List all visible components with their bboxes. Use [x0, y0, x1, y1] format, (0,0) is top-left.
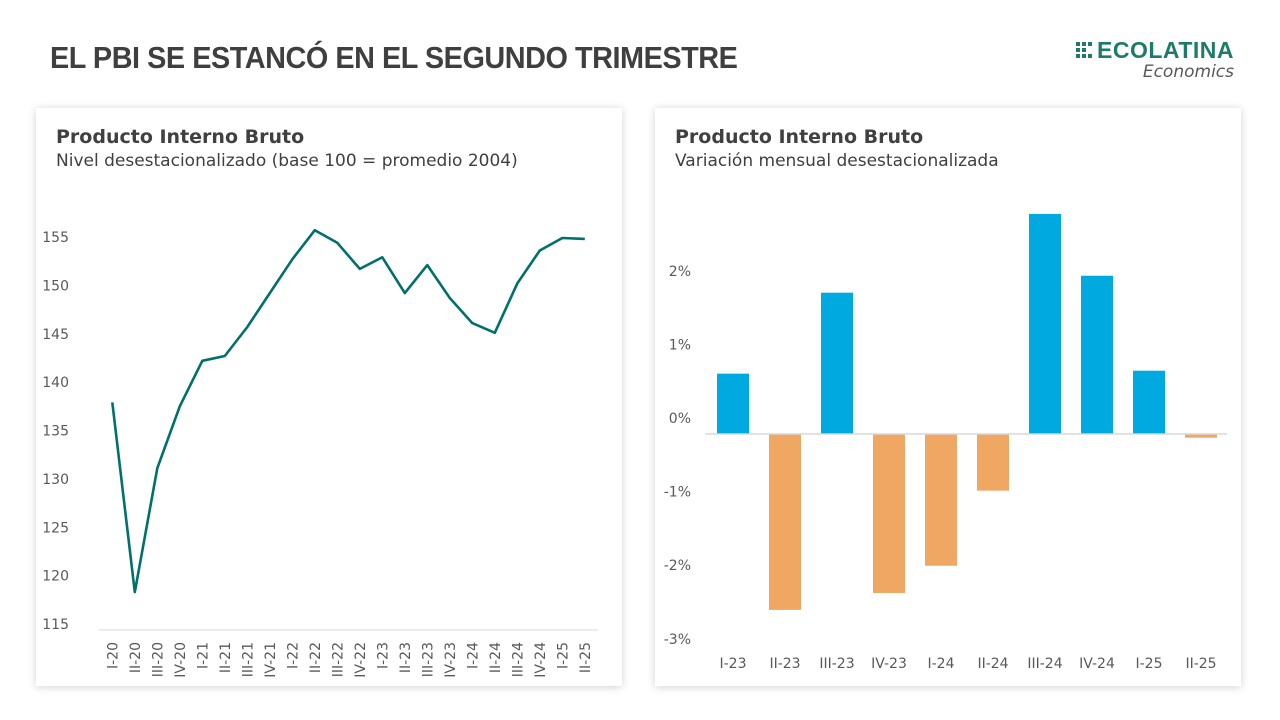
x-tick-label: IV-24	[1079, 656, 1115, 672]
y-tick-label: -2%	[664, 558, 691, 574]
x-tick-label: II-22	[308, 642, 324, 673]
y-tick-label: 140	[42, 375, 69, 391]
x-tick-label: II-25	[578, 642, 594, 673]
y-tick-label: 150	[42, 278, 69, 294]
y-tick-label: 115	[42, 617, 69, 633]
x-tick-label: II-25	[1185, 656, 1216, 672]
line-chart: 115 120 125 130 135 140 145 150 155 I-20 II-20 III-…	[42, 228, 598, 678]
x-tick-label: I-23	[720, 656, 747, 672]
x-tick-label: IV-22	[353, 642, 369, 678]
bar-III-24	[1029, 213, 1061, 434]
bar-chart: -3% -2% -1% 0% 1% 2% I-23 II-23 III-23 IV-23 I-24 I…	[664, 213, 1227, 672]
y-tick-label: 0%	[669, 411, 691, 427]
x-tick-label: IV-23	[443, 642, 459, 678]
x-tick-label: III-22	[330, 642, 346, 677]
y-tick-label: 155	[42, 230, 69, 246]
x-tick-label: I-22	[285, 642, 301, 669]
bar-II-24	[977, 434, 1009, 491]
y-tick-label: 2%	[669, 264, 691, 280]
y-tick-label: 145	[42, 327, 69, 343]
bar-chart-panel: Producto Interno Bruto Variación mensual…	[655, 108, 1241, 686]
x-tick-label: II-23	[398, 642, 414, 673]
y-tick-label: -3%	[664, 632, 691, 648]
y-tick-label: -1%	[664, 485, 691, 501]
bar-chart-title: Producto Interno Bruto	[675, 126, 924, 148]
bar-III-23	[821, 292, 853, 434]
x-tick-label: II-23	[769, 656, 800, 672]
y-tick-label: 1%	[669, 337, 691, 353]
bar-I-23	[717, 373, 749, 434]
x-tick-label: III-23	[420, 642, 436, 677]
x-tick-label: III-24	[510, 642, 526, 677]
x-tick-label: III-23	[819, 656, 854, 672]
line-chart-subtitle: Nivel desestacionalizado (base 100 = pro…	[56, 151, 518, 171]
x-tick-label: II-21	[218, 642, 234, 673]
x-tick-label: I-25	[555, 642, 571, 669]
x-tick-label: IV-24	[533, 642, 549, 678]
bar-II-25	[1185, 434, 1217, 438]
x-tick-label: I-25	[1136, 656, 1163, 672]
bar-IV-24	[1081, 275, 1113, 434]
logo-grid-icon	[1076, 42, 1093, 58]
x-tick-label: III-24	[1027, 656, 1062, 672]
x-tick-label: II-24	[488, 642, 504, 673]
y-tick-label: 130	[42, 472, 69, 488]
ecolatina-logo: ECOLATINA Economics	[1076, 38, 1234, 82]
x-tick-label: I-24	[928, 656, 955, 672]
x-tick-label: II-24	[977, 656, 1008, 672]
line-chart-panel: Producto Interno Bruto Nivel desestacion…	[36, 108, 622, 686]
y-tick-label: 135	[42, 424, 69, 440]
bar-II-23	[769, 434, 801, 610]
x-tick-label: I-23	[375, 642, 391, 669]
x-tick-label: II-20	[128, 642, 144, 673]
x-tick-label: III-21	[240, 642, 256, 677]
line-chart-title: Producto Interno Bruto	[56, 126, 305, 148]
logo-subtitle: Economics	[1142, 62, 1234, 82]
x-tick-label: IV-21	[263, 642, 279, 678]
logo-name: ECOLATINA	[1097, 37, 1234, 63]
bar-IV-23	[873, 434, 905, 593]
page-title: EL PBI SE ESTANCÓ EN EL SEGUNDO TRIMESTR…	[50, 40, 738, 75]
x-tick-label: I-20	[105, 642, 121, 669]
y-tick-label: 125	[42, 520, 69, 536]
bar-I-24	[925, 434, 957, 566]
x-tick-label: IV-20	[173, 642, 189, 678]
x-tick-label: III-20	[150, 642, 166, 677]
x-tick-label: I-21	[195, 642, 211, 669]
series-line-pbi	[111, 228, 585, 594]
x-tick-label: IV-23	[871, 656, 907, 672]
x-tick-label: I-24	[465, 642, 481, 669]
y-tick-label: 120	[42, 569, 69, 585]
bar-chart-subtitle: Variación mensual desestacionalizada	[675, 151, 999, 171]
bar-I-25	[1133, 370, 1165, 434]
